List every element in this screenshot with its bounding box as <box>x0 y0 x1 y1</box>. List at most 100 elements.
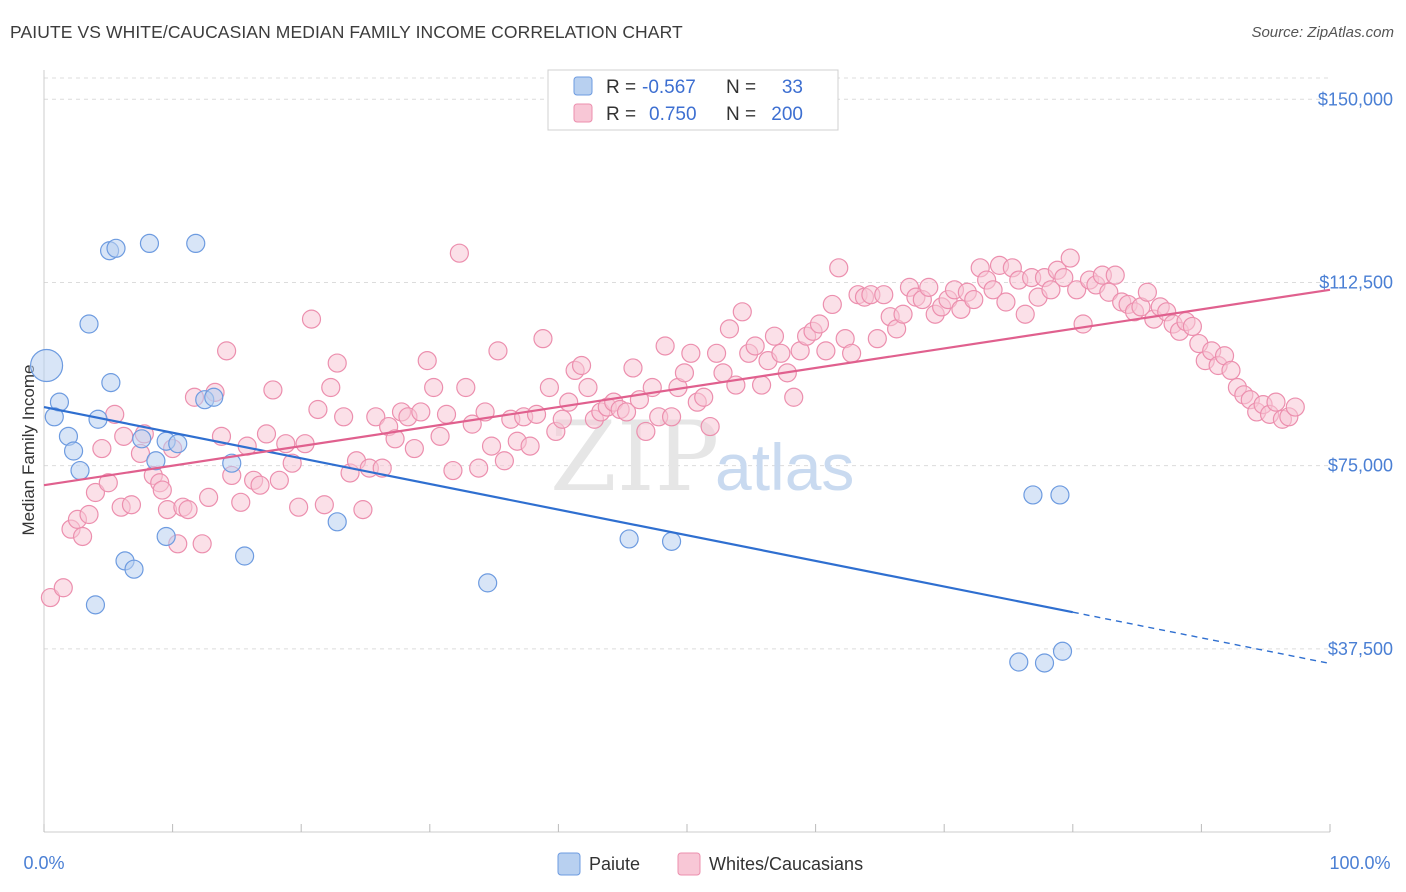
data-point <box>430 426 450 446</box>
data-point <box>1285 397 1305 417</box>
bottom-legend-swatch-paiute <box>557 852 581 876</box>
data-point <box>456 377 476 398</box>
data-point <box>732 302 752 322</box>
y-tick-label: $112,500 <box>1319 272 1393 292</box>
data-point <box>964 289 984 310</box>
trend-lines <box>43 288 1331 665</box>
x-tick-label-end: 100.0% <box>1329 853 1390 873</box>
data-point <box>1041 280 1061 300</box>
data-point <box>217 341 237 361</box>
data-point <box>539 377 559 398</box>
data-point <box>79 314 99 334</box>
data-point <box>829 258 849 278</box>
data-point <box>809 314 830 334</box>
bottom-legend: Paiute Whites/Caucasians <box>557 852 863 876</box>
data-point <box>85 595 106 615</box>
data-point <box>1050 485 1070 505</box>
legend-swatch-white <box>573 103 593 123</box>
data-point <box>411 402 431 422</box>
legend-n-value-2: 200 <box>771 104 803 125</box>
white-caucasian-points <box>40 243 1305 608</box>
data-point <box>1023 485 1043 505</box>
legend-box: R = -0.567 N = 33 R = 0.750 N = 200 <box>547 69 839 131</box>
data-point <box>661 531 682 551</box>
data-point <box>661 407 682 427</box>
data-point <box>269 470 289 490</box>
watermark-atlas: atlas <box>715 430 854 504</box>
data-point <box>1052 641 1073 661</box>
data-point <box>469 458 489 478</box>
data-point <box>893 304 913 324</box>
legend-r-label-1: R = <box>606 77 636 98</box>
data-point <box>114 426 134 446</box>
watermark: ZIP atlas <box>550 401 854 513</box>
data-point <box>996 292 1016 312</box>
legend-r-label-2: R = <box>606 104 636 125</box>
data-point <box>578 377 598 398</box>
chart-title: PAIUTE VS WHITE/CAUCASIAN MEDIAN FAMILY … <box>10 22 683 42</box>
data-point <box>327 512 347 532</box>
data-point <box>231 492 251 512</box>
data-point <box>745 336 765 356</box>
grid-lines <box>44 77 1330 650</box>
data-point <box>327 353 347 373</box>
bottom-legend-paiute: Paiute <box>589 854 640 874</box>
data-point <box>488 341 508 361</box>
data-point <box>1073 314 1093 334</box>
data-point <box>106 238 126 258</box>
data-point <box>526 404 547 424</box>
data-point <box>694 387 714 407</box>
data-point <box>1266 392 1286 412</box>
data-point <box>559 392 579 412</box>
data-point <box>494 451 514 471</box>
data-point <box>1060 248 1080 268</box>
data-point <box>1034 653 1055 673</box>
data-point <box>334 407 354 427</box>
data-point <box>70 460 90 481</box>
legend-n-label-1: N = <box>726 77 756 98</box>
data-point <box>764 326 785 346</box>
data-point <box>199 487 219 508</box>
y-tick-label: $150,000 <box>1318 89 1393 109</box>
data-point <box>366 407 386 427</box>
data-point <box>681 343 701 363</box>
y-tick-labels: $150,000 $112,500 $75,000 $37,500 <box>1318 89 1393 659</box>
bottom-legend-white: Whites/Caucasians <box>709 854 863 874</box>
data-point <box>156 526 176 547</box>
data-point <box>385 429 405 449</box>
data-point <box>816 341 836 361</box>
legend-r-value-1: -0.567 <box>642 77 696 98</box>
legend-n-label-2: N = <box>726 104 756 125</box>
data-point <box>85 482 106 503</box>
data-point <box>40 587 61 608</box>
data-point <box>874 285 894 305</box>
y-axis-label: Median Family Income <box>19 364 38 535</box>
legend-swatch-paiute <box>573 76 593 96</box>
data-point <box>751 375 772 395</box>
data-point <box>1009 652 1029 672</box>
data-point <box>282 453 302 473</box>
data-point <box>139 233 160 254</box>
data-point <box>404 438 424 459</box>
data-point <box>636 421 656 442</box>
data-point <box>301 309 322 329</box>
data-point <box>152 480 172 500</box>
data-point <box>235 546 255 566</box>
data-point <box>443 460 463 481</box>
data-point <box>353 500 373 520</box>
data-point <box>289 497 309 517</box>
data-point <box>308 399 328 420</box>
paiute-points <box>29 233 1073 673</box>
data-point <box>263 380 283 400</box>
data-point <box>178 500 198 520</box>
y-tick-label: $37,500 <box>1328 639 1393 659</box>
data-point <box>1105 265 1125 285</box>
legend-n-value-1: 33 <box>782 77 803 98</box>
data-point <box>53 578 73 598</box>
data-point <box>616 402 637 422</box>
data-point <box>192 534 212 554</box>
data-point <box>321 377 341 398</box>
data-point <box>571 355 592 376</box>
data-point <box>124 559 144 579</box>
